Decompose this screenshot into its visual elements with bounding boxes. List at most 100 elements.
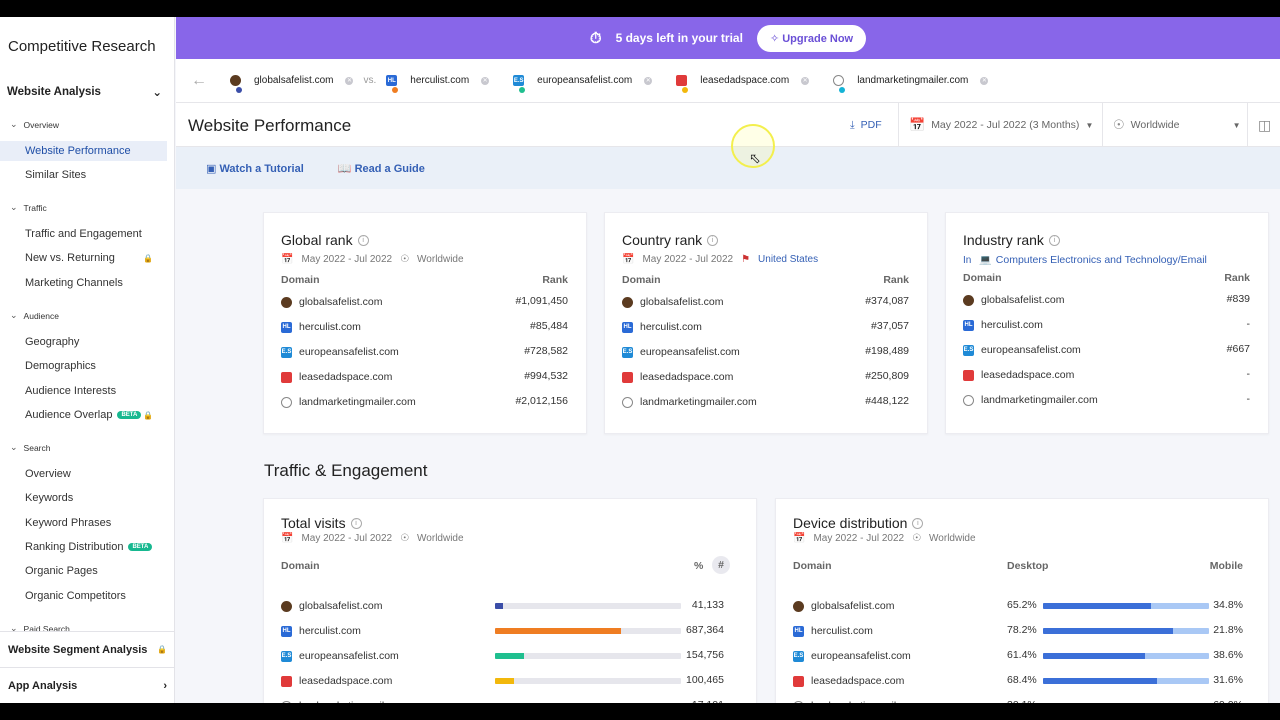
table-row[interactable]: E.S europeansafelist.com	[281, 343, 399, 361]
sidebar-item-keyword-phrases[interactable]: Keyword Phrases	[0, 513, 167, 533]
domain-name[interactable]: leasedadspace.com	[981, 369, 1075, 381]
domain-name[interactable]: europeansafelist.com	[811, 650, 911, 662]
domain-name[interactable]: landmarketingmailer.com	[640, 396, 757, 408]
domain-name[interactable]: europeansafelist.com	[981, 344, 1081, 356]
back-arrow-icon[interactable]: ←	[191, 71, 207, 89]
table-row[interactable]: E.S europeansafelist.com	[281, 647, 399, 665]
table-row[interactable]: landmarketingmailer.com	[963, 391, 1098, 409]
sidebar-item-audience-interests[interactable]: Audience Interests	[0, 381, 167, 401]
table-row[interactable]: leasedadspace.com	[963, 366, 1074, 384]
group-overview[interactable]: ⌄ Overview	[10, 119, 59, 130]
domain-name[interactable]: leasedadspace.com	[299, 675, 393, 687]
sidebar-item-organic-competitors[interactable]: Organic Competitors	[0, 586, 167, 606]
sidebar-item-keywords[interactable]: Keywords	[0, 488, 167, 508]
domain-chip[interactable]: HL herculist.com ✕	[378, 68, 497, 94]
remove-icon[interactable]: ✕	[345, 76, 354, 85]
domain-name[interactable]: herculist.com	[981, 319, 1043, 331]
country-link[interactable]: United States	[758, 254, 819, 265]
remove-icon[interactable]: ✕	[644, 76, 653, 85]
group-search[interactable]: ⌄ Search	[10, 442, 50, 453]
domain-name[interactable]: leasedadspace.com	[299, 371, 393, 383]
domain-name[interactable]: landmarketingmailer.com	[299, 396, 416, 408]
sidebar-item-geography[interactable]: Geography	[0, 332, 167, 352]
domain-chip[interactable]: landmarketingmailer.com ✕	[825, 68, 996, 94]
domain-name[interactable]: globalsafelist.com	[299, 296, 383, 308]
table-row[interactable]: leasedadspace.com	[793, 672, 904, 690]
table-row[interactable]: E.S europeansafelist.com	[963, 341, 1081, 359]
domain-name[interactable]: globalsafelist.com	[811, 600, 895, 612]
info-icon[interactable]: i	[707, 234, 719, 246]
remove-icon[interactable]: ✕	[481, 76, 490, 85]
table-row[interactable]: HL herculist.com	[622, 318, 702, 336]
sidebar-item-demographics[interactable]: Demographics	[0, 356, 167, 376]
website-analysis-section[interactable]: Website Analysis ⌄	[7, 85, 162, 99]
group-traffic[interactable]: ⌄ Traffic	[10, 202, 47, 213]
website-segment-analysis[interactable]: Website Segment Analysis 🔒	[0, 631, 174, 667]
domain-name[interactable]: globalsafelist.com	[640, 296, 724, 308]
sidebar-item-similar-sites[interactable]: Similar Sites	[0, 165, 167, 185]
sidebar-item-website-performance[interactable]: Website Performance	[0, 141, 167, 161]
domain-name[interactable]: landmarketingmailer.com	[811, 700, 928, 703]
table-row[interactable]: leasedadspace.com	[281, 368, 392, 386]
date-range-picker[interactable]: 📅 May 2022 - Jul 2022 (3 Months) ▼	[898, 103, 1102, 147]
sidebar-item-ranking-distribution[interactable]: Ranking Distribution BETA	[0, 537, 167, 557]
region-select[interactable]: ☉ Worldwide ▼	[1102, 103, 1247, 147]
group-audience[interactable]: ⌄ Audience	[10, 310, 59, 321]
sidebar-item-traffic-engagement[interactable]: Traffic and Engagement	[0, 224, 167, 244]
domain-chip[interactable]: E.S europeansafelist.com ✕	[505, 68, 660, 94]
sidebar-item-marketing-channels[interactable]: Marketing Channels	[0, 273, 167, 293]
domain-name[interactable]: herculist.com	[299, 321, 361, 333]
table-row[interactable]: leasedadspace.com	[281, 672, 392, 690]
domain-name[interactable]: globalsafelist.com	[981, 294, 1065, 306]
number-toggle[interactable]: #	[712, 556, 730, 574]
category-link[interactable]: Computers Electronics and Technology/Ema…	[995, 254, 1207, 266]
domain-name[interactable]: leasedadspace.com	[811, 675, 905, 687]
domain-name[interactable]: herculist.com	[299, 625, 361, 637]
domain-chip[interactable]: globalsafelist.com ✕	[222, 68, 361, 94]
info-icon[interactable]: i	[912, 517, 924, 529]
table-row[interactable]: globalsafelist.com	[281, 293, 382, 311]
app-analysis[interactable]: App Analysis ›	[0, 667, 174, 703]
domain-name[interactable]: leasedadspace.com	[640, 371, 734, 383]
table-row[interactable]: landmarketingmailer.com	[281, 393, 416, 411]
sidebar-item-audience-overlap[interactable]: Audience Overlap BETA 🔒	[0, 405, 167, 425]
domain-name[interactable]: europeansafelist.com	[299, 650, 399, 662]
domain-name[interactable]: globalsafelist.com	[299, 600, 383, 612]
remove-icon[interactable]: ✕	[980, 76, 989, 85]
watch-tutorial-link[interactable]: ▣ Watch a Tutorial	[206, 162, 304, 175]
sidebar-item-new-vs-returning[interactable]: New vs. Returning 🔒	[0, 248, 167, 268]
percent-toggle[interactable]: %	[694, 560, 704, 572]
domain-name[interactable]: europeansafelist.com	[640, 346, 740, 358]
industry-category[interactable]: In 💻 Computers Electronics and Technology/…	[963, 254, 1207, 266]
upgrade-button[interactable]: ✧ Upgrade Now	[756, 24, 867, 52]
table-row[interactable]: HL herculist.com	[793, 622, 873, 640]
pdf-button[interactable]: ⤓ PDF	[850, 103, 882, 147]
domain-name[interactable]: herculist.com	[640, 321, 702, 333]
table-row[interactable]: HL herculist.com	[963, 316, 1043, 334]
table-row[interactable]: E.S europeansafelist.com	[622, 343, 740, 361]
compare-view-icon[interactable]: ◫	[1247, 103, 1280, 147]
table-row[interactable]: HL herculist.com	[281, 622, 361, 640]
info-icon[interactable]: i	[1048, 234, 1060, 246]
table-row[interactable]: globalsafelist.com	[793, 597, 894, 615]
table-row[interactable]: globalsafelist.com	[281, 597, 382, 615]
table-row[interactable]: globalsafelist.com	[963, 291, 1064, 309]
domain-chip[interactable]: leasedadspace.com ✕	[668, 68, 817, 94]
domain-name[interactable]: landmarketingmailer.com	[981, 394, 1098, 406]
table-row[interactable]: E.S europeansafelist.com	[793, 647, 911, 665]
table-row[interactable]: globalsafelist.com	[622, 293, 723, 311]
group-paid-search[interactable]: ⌄ Paid Search	[10, 623, 70, 634]
sidebar-item-search-overview[interactable]: Overview	[0, 464, 167, 484]
table-row[interactable]: HL herculist.com	[281, 318, 361, 336]
table-row[interactable]: landmarketingmailer.com	[622, 393, 757, 411]
read-guide-link[interactable]: 📖 Read a Guide	[337, 162, 425, 175]
remove-icon[interactable]: ✕	[801, 76, 810, 85]
table-row[interactable]: landmarketingmailer.com	[793, 697, 928, 703]
domain-name[interactable]: europeansafelist.com	[299, 346, 399, 358]
domain-name[interactable]: landmarketingmailer.com	[299, 700, 416, 703]
info-icon[interactable]: i	[350, 517, 362, 529]
info-icon[interactable]: i	[357, 234, 369, 246]
table-row[interactable]: leasedadspace.com	[622, 368, 733, 386]
table-row[interactable]: landmarketingmailer.com	[281, 697, 416, 703]
domain-name[interactable]: herculist.com	[811, 625, 873, 637]
